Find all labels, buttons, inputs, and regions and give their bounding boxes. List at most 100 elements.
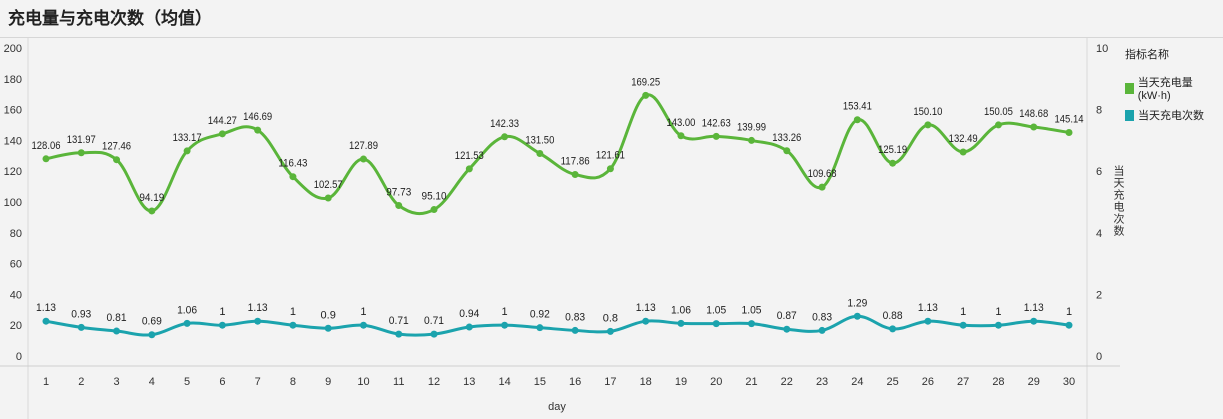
x-tick-label: 25: [886, 376, 898, 388]
data-point: [395, 201, 403, 209]
y-left-tick-label: 20: [10, 320, 22, 332]
data-point: [924, 121, 932, 129]
chart-title: 充电量与充电次数（均值）: [8, 9, 212, 28]
data-label: 145.14: [1055, 113, 1084, 125]
data-label: 117.86: [561, 155, 590, 167]
x-tick-label: 29: [1028, 376, 1040, 388]
x-tick-label: 13: [463, 376, 475, 388]
x-axis-title: day: [548, 401, 566, 413]
data-label: 1: [290, 306, 296, 318]
data-point: [818, 326, 826, 334]
data-point: [77, 149, 85, 157]
data-label: 97.73: [386, 186, 411, 198]
legend-title: 指标名称: [1125, 49, 1169, 61]
data-label: 142.33: [490, 118, 519, 130]
data-point: [183, 147, 191, 155]
data-label: 131.50: [525, 134, 554, 146]
x-tick-label: 26: [922, 376, 934, 388]
data-label: 1.13: [248, 302, 268, 314]
x-tick-label: 10: [357, 376, 369, 388]
y-right-tick-label: 4: [1096, 228, 1102, 240]
legend-swatch: [1125, 82, 1134, 94]
data-point: [994, 321, 1002, 329]
data-label: 0.93: [71, 308, 91, 320]
y-left-tick-label: 200: [4, 43, 22, 55]
data-point: [677, 319, 685, 327]
x-tick-label: 4: [149, 376, 155, 388]
x-tick-label: 30: [1063, 376, 1075, 388]
data-point: [289, 173, 297, 181]
data-point: [783, 325, 791, 333]
x-tick-label: 16: [569, 376, 581, 388]
data-label: 0.71: [424, 315, 444, 327]
data-point: [395, 330, 403, 338]
data-point: [642, 317, 650, 325]
data-point: [430, 330, 438, 338]
data-point: [1030, 123, 1038, 131]
data-point: [924, 317, 932, 325]
data-label: 1.13: [636, 302, 656, 314]
data-label: 121.53: [455, 150, 484, 162]
data-label: 0.71: [389, 315, 409, 327]
data-point: [712, 320, 720, 328]
data-point: [959, 321, 967, 329]
data-label: 148.68: [1019, 108, 1048, 120]
data-label: 1: [502, 306, 508, 318]
data-point: [677, 132, 685, 140]
x-tick-label: 1: [43, 376, 49, 388]
y-right-tick-label: 0: [1096, 351, 1102, 363]
y-left-tick-label: 0: [16, 351, 22, 363]
data-label: 1.06: [671, 304, 691, 316]
y-right-tick-label: 10: [1096, 43, 1108, 55]
y-right-tick-label: 2: [1096, 289, 1102, 301]
x-tick-label: 9: [325, 376, 331, 388]
x-tick-label: 22: [781, 376, 793, 388]
data-label: 95.10: [422, 191, 447, 203]
data-label: 143.00: [666, 117, 695, 129]
x-tick-label: 6: [219, 376, 225, 388]
data-label: 1: [360, 306, 366, 318]
legend-item-energy[interactable]: 当天充电量(kW·h): [1125, 74, 1223, 102]
y-left-tick-label: 160: [4, 105, 22, 117]
data-label: 139.99: [737, 121, 766, 133]
y-left-tick-label: 100: [4, 197, 22, 209]
data-label: 1.29: [847, 297, 867, 309]
data-label: 1: [219, 306, 225, 318]
x-tick-label: 7: [255, 376, 261, 388]
data-point: [994, 121, 1002, 129]
y-left-tick-label: 180: [4, 74, 22, 86]
x-tick-label: 23: [816, 376, 828, 388]
y-left-tick-label: 140: [4, 135, 22, 147]
legend-label: 当天充电量(kW·h): [1137, 77, 1193, 102]
data-point: [571, 170, 579, 178]
data-point: [430, 206, 438, 214]
data-point: [148, 207, 156, 215]
x-tick-label: 14: [498, 376, 510, 388]
data-point: [218, 321, 226, 329]
x-tick-label: 11: [393, 376, 404, 388]
data-point: [465, 323, 473, 331]
title-divider: [0, 37, 1223, 38]
data-label: 0.92: [530, 309, 550, 321]
data-label: 127.89: [349, 140, 378, 152]
y-left-tick-label: 120: [4, 166, 22, 178]
legend-item-count[interactable]: 当天充电次数: [1125, 107, 1223, 123]
data-point: [853, 312, 861, 320]
data-point: [853, 116, 861, 124]
data-point: [889, 325, 897, 333]
data-label: 1.05: [742, 305, 762, 317]
series-line-count: [45, 314, 1070, 337]
data-point: [501, 321, 509, 329]
data-label: 0.9: [321, 309, 336, 321]
data-label: 1.13: [1024, 302, 1044, 314]
data-label: 125.19: [878, 144, 907, 156]
data-point: [642, 91, 650, 99]
x-tick-label: 18: [640, 376, 652, 388]
data-label: 127.46: [102, 141, 131, 153]
data-point: [818, 183, 826, 191]
data-label: 109.68: [808, 168, 837, 180]
data-point: [571, 326, 579, 334]
data-point: [536, 149, 544, 157]
y-left-tick-label: 40: [10, 289, 22, 301]
data-point: [218, 130, 226, 138]
